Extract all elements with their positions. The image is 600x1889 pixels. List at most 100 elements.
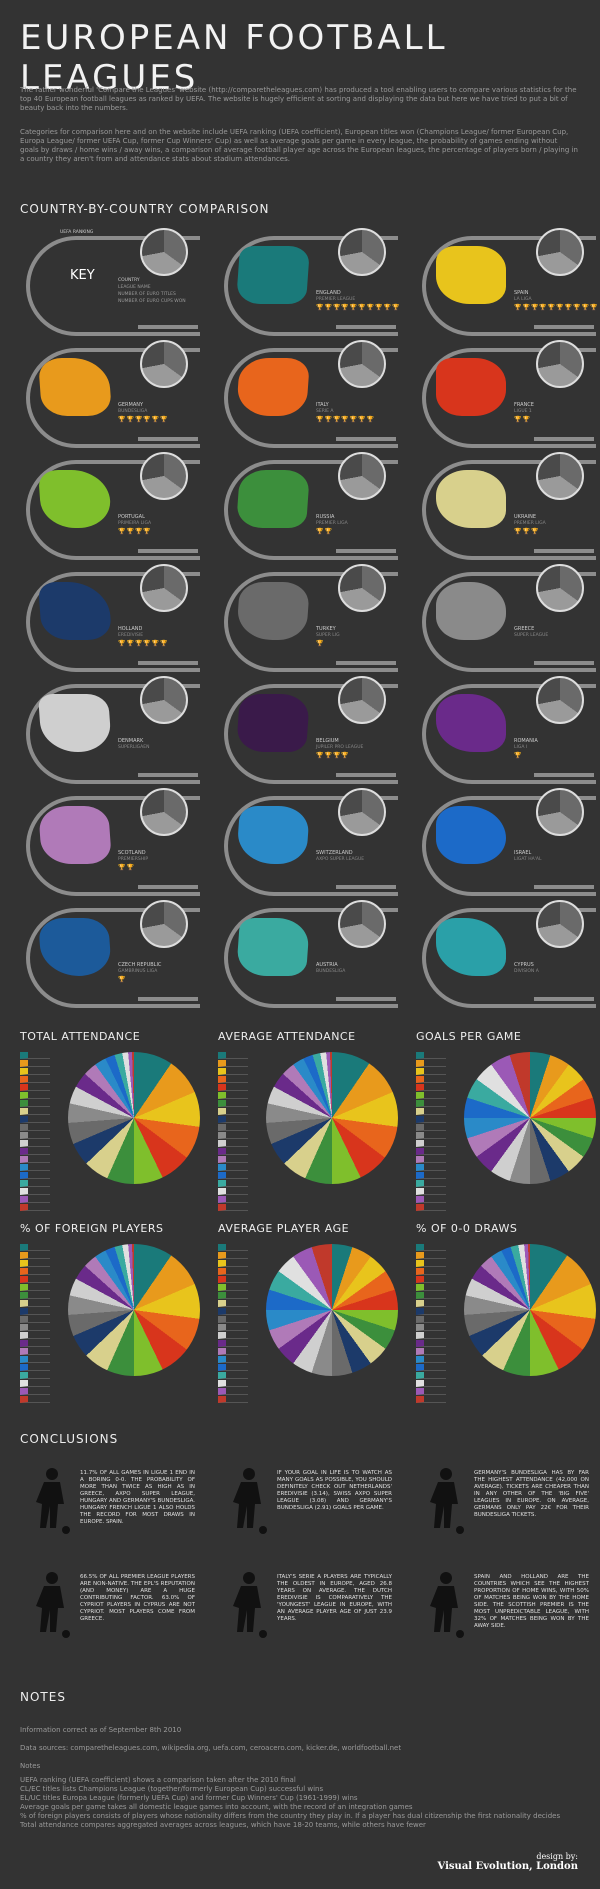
ranking-arc (422, 684, 596, 784)
legend-swatch (416, 1252, 446, 1259)
legend-swatch (416, 1116, 446, 1123)
result-pie-chart (140, 676, 188, 724)
ranking-arc-tail (336, 325, 396, 329)
legend-swatch (20, 1180, 50, 1187)
legend-swatch (218, 1388, 248, 1395)
result-pie-chart (338, 452, 386, 500)
notes-bullet: Average goals per game takes all domesti… (20, 1803, 413, 1811)
ranking-arc (224, 908, 398, 1008)
legend-swatch (416, 1060, 446, 1067)
country-map-shape (235, 582, 311, 640)
country-name: PORTUGAL (118, 514, 145, 520)
design-credit: design by: Visual Evolution, London (438, 1852, 578, 1872)
country-card: AUSTRIA BUNDESLIGA (218, 900, 408, 1008)
legend-swatch (20, 1068, 50, 1075)
page-title: EUROPEAN FOOTBALL LEAGUES (20, 18, 448, 98)
rose-chart (68, 1052, 200, 1184)
legend-swatch (416, 1388, 446, 1395)
notes-bullets: UEFA ranking (UEFA coefficient) shows a … (20, 1776, 580, 1830)
legend-swatch (218, 1156, 248, 1163)
chart-title: % OF 0-0 DRAWS (416, 1222, 518, 1235)
legend-swatch (416, 1204, 446, 1211)
notes-sources: Data sources: comparetheleagues.com, wik… (20, 1744, 402, 1752)
result-pie-chart (536, 788, 584, 836)
legend-swatch (218, 1292, 248, 1299)
chart-legend (218, 1244, 248, 1404)
result-pie-chart (536, 228, 584, 276)
legend-swatch (416, 1268, 446, 1275)
legend-swatch (218, 1260, 248, 1267)
chart-title: AVERAGE ATTENDANCE (218, 1030, 356, 1043)
country-name: CYPRUS (514, 962, 534, 968)
legend-swatch (20, 1300, 50, 1307)
legend-swatch (416, 1332, 446, 1339)
legend-swatch (218, 1364, 248, 1371)
section-heading-notes: NOTES (20, 1690, 66, 1704)
country-name: ITALY (316, 402, 329, 408)
legend-swatch (218, 1276, 248, 1283)
result-pie-chart (536, 452, 584, 500)
ranking-arc (224, 684, 398, 784)
legend-swatch (416, 1140, 446, 1147)
trophy-icons: 🏆🏆🏆🏆🏆🏆 (118, 416, 169, 423)
country-name: ENGLAND (316, 290, 341, 296)
legend-swatch (416, 1180, 446, 1187)
country-name: TURKEY (316, 626, 336, 632)
legend-swatch (20, 1284, 50, 1291)
legend-swatch (416, 1084, 446, 1091)
legend-swatch (20, 1124, 50, 1131)
legend-swatch (416, 1284, 446, 1291)
legend-swatch (20, 1340, 50, 1347)
legend-swatch (20, 1156, 50, 1163)
ranking-arc (422, 796, 596, 896)
result-pie-chart (140, 564, 188, 612)
legend-swatch (218, 1380, 248, 1387)
result-pie-chart (140, 788, 188, 836)
ranking-arc (26, 796, 200, 896)
country-name: FRANCE (514, 402, 534, 408)
result-pie-chart (338, 564, 386, 612)
league-name: PREMIER LIGA (514, 521, 546, 526)
country-map-shape (436, 918, 506, 976)
country-name: GERMANY (118, 402, 144, 408)
legend-swatch (20, 1132, 50, 1139)
country-card: BELGIUM JUPILER PRO LEAGUE 🏆🏆🏆🏆 (218, 676, 408, 784)
country-name: GREECE (514, 626, 535, 632)
conclusion-text: 66.5% OF ALL PREMIER LEAGUE PLAYERS ARE … (80, 1574, 195, 1622)
legend-swatch (218, 1180, 248, 1187)
player-silhouette-icon (225, 1466, 270, 1536)
ranking-arc (224, 236, 398, 336)
trophy-icons: 🏆🏆🏆🏆🏆🏆🏆🏆🏆🏆 (514, 304, 599, 311)
legend-swatch (416, 1068, 446, 1075)
ranking-arc (224, 572, 398, 672)
intro-paragraph-1: The rather wonderful 'Compare the League… (20, 86, 577, 112)
ranking-arc-tail (138, 885, 198, 889)
legend-swatch (20, 1276, 50, 1283)
credit-label: design by: (536, 1852, 578, 1861)
rose-chart (68, 1244, 200, 1376)
legend-swatch (416, 1052, 446, 1059)
legend-swatch (218, 1148, 248, 1155)
legend-swatch (416, 1108, 446, 1115)
ranking-arc (224, 348, 398, 448)
result-pie-chart (338, 788, 386, 836)
league-name: SUPER LEAGUE (514, 633, 549, 638)
legend-swatch (20, 1292, 50, 1299)
ranking-arc (422, 572, 596, 672)
legend-swatch (416, 1324, 446, 1331)
legend-swatch (416, 1372, 446, 1379)
legend-swatch (20, 1092, 50, 1099)
legend-swatch (218, 1300, 248, 1307)
legend-swatch (20, 1324, 50, 1331)
player-silhouette-icon (422, 1466, 467, 1536)
stat-chart: GOALS PER GAME (416, 1030, 600, 1211)
country-map-shape (436, 806, 506, 864)
notes-bullet: Total attendance compares aggregated ave… (20, 1821, 426, 1829)
legend-swatch (20, 1260, 50, 1267)
player-silhouette-icon (28, 1570, 73, 1640)
ranking-arc-tail (534, 325, 594, 329)
chart-legend (20, 1244, 50, 1404)
country-name: AUSTRIA (316, 962, 338, 968)
legend-swatch (20, 1252, 50, 1259)
ranking-arc (26, 236, 200, 336)
